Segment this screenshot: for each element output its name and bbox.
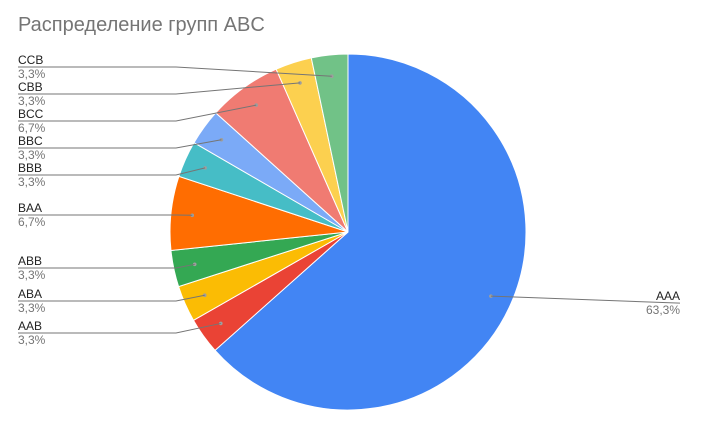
chart-title: Распределение групп ABC [18, 14, 265, 36]
slice-label-aab: AAB [18, 319, 42, 333]
slice-label-bcc: BCC [18, 107, 44, 121]
slice-percent-aaa: 63,3% [646, 303, 680, 317]
leader-lines [18, 66, 681, 334]
slice-label-aba: ABA [18, 287, 42, 301]
slice-percent-bcc: 6,7% [18, 121, 46, 135]
slice-percent-bbb: 3,3% [18, 175, 46, 189]
leader-dot-cbb [298, 81, 302, 85]
slice-percent-ccb: 3,3% [18, 67, 46, 81]
slice-label-ccb: CCB [18, 53, 43, 67]
pie-slices [169, 53, 527, 411]
slice-percent-cbb: 3,3% [18, 94, 46, 108]
slice-percent-aba: 3,3% [18, 301, 46, 315]
slice-labels: AAA63,3%AAB3,3%ABA3,3%ABB3,3%BAA6,7%BBB3… [18, 53, 680, 347]
slice-label-bbc: BBC [18, 134, 43, 148]
slice-percent-bbc: 3,3% [18, 148, 46, 162]
leader-line-aaa [490, 295, 681, 304]
leader-line-bbc [18, 139, 222, 149]
leader-line-bcc [18, 104, 257, 122]
slice-label-baa: BAA [18, 201, 42, 215]
slice-label-abb: ABB [18, 254, 42, 268]
slice-label-cbb: CBB [18, 80, 43, 94]
leader-dot-bcc [254, 103, 258, 107]
slice-label-bbb: BBB [18, 161, 42, 175]
slice-label-aaa: AAA [656, 289, 680, 303]
pie-slice-ccb [310, 53, 349, 233]
slice-percent-aab: 3,3% [18, 333, 46, 347]
leader-line-aab [18, 322, 221, 334]
pie-slice-aaa [214, 53, 527, 411]
leader-line-aba [18, 294, 205, 302]
leader-line-abb [18, 263, 195, 269]
slice-percent-abb: 3,3% [18, 268, 46, 282]
leader-line-bbb [18, 167, 206, 176]
leader-line-cbb [18, 82, 301, 95]
slice-percent-baa: 6,7% [18, 215, 46, 229]
leader-line-ccb [18, 66, 332, 77]
